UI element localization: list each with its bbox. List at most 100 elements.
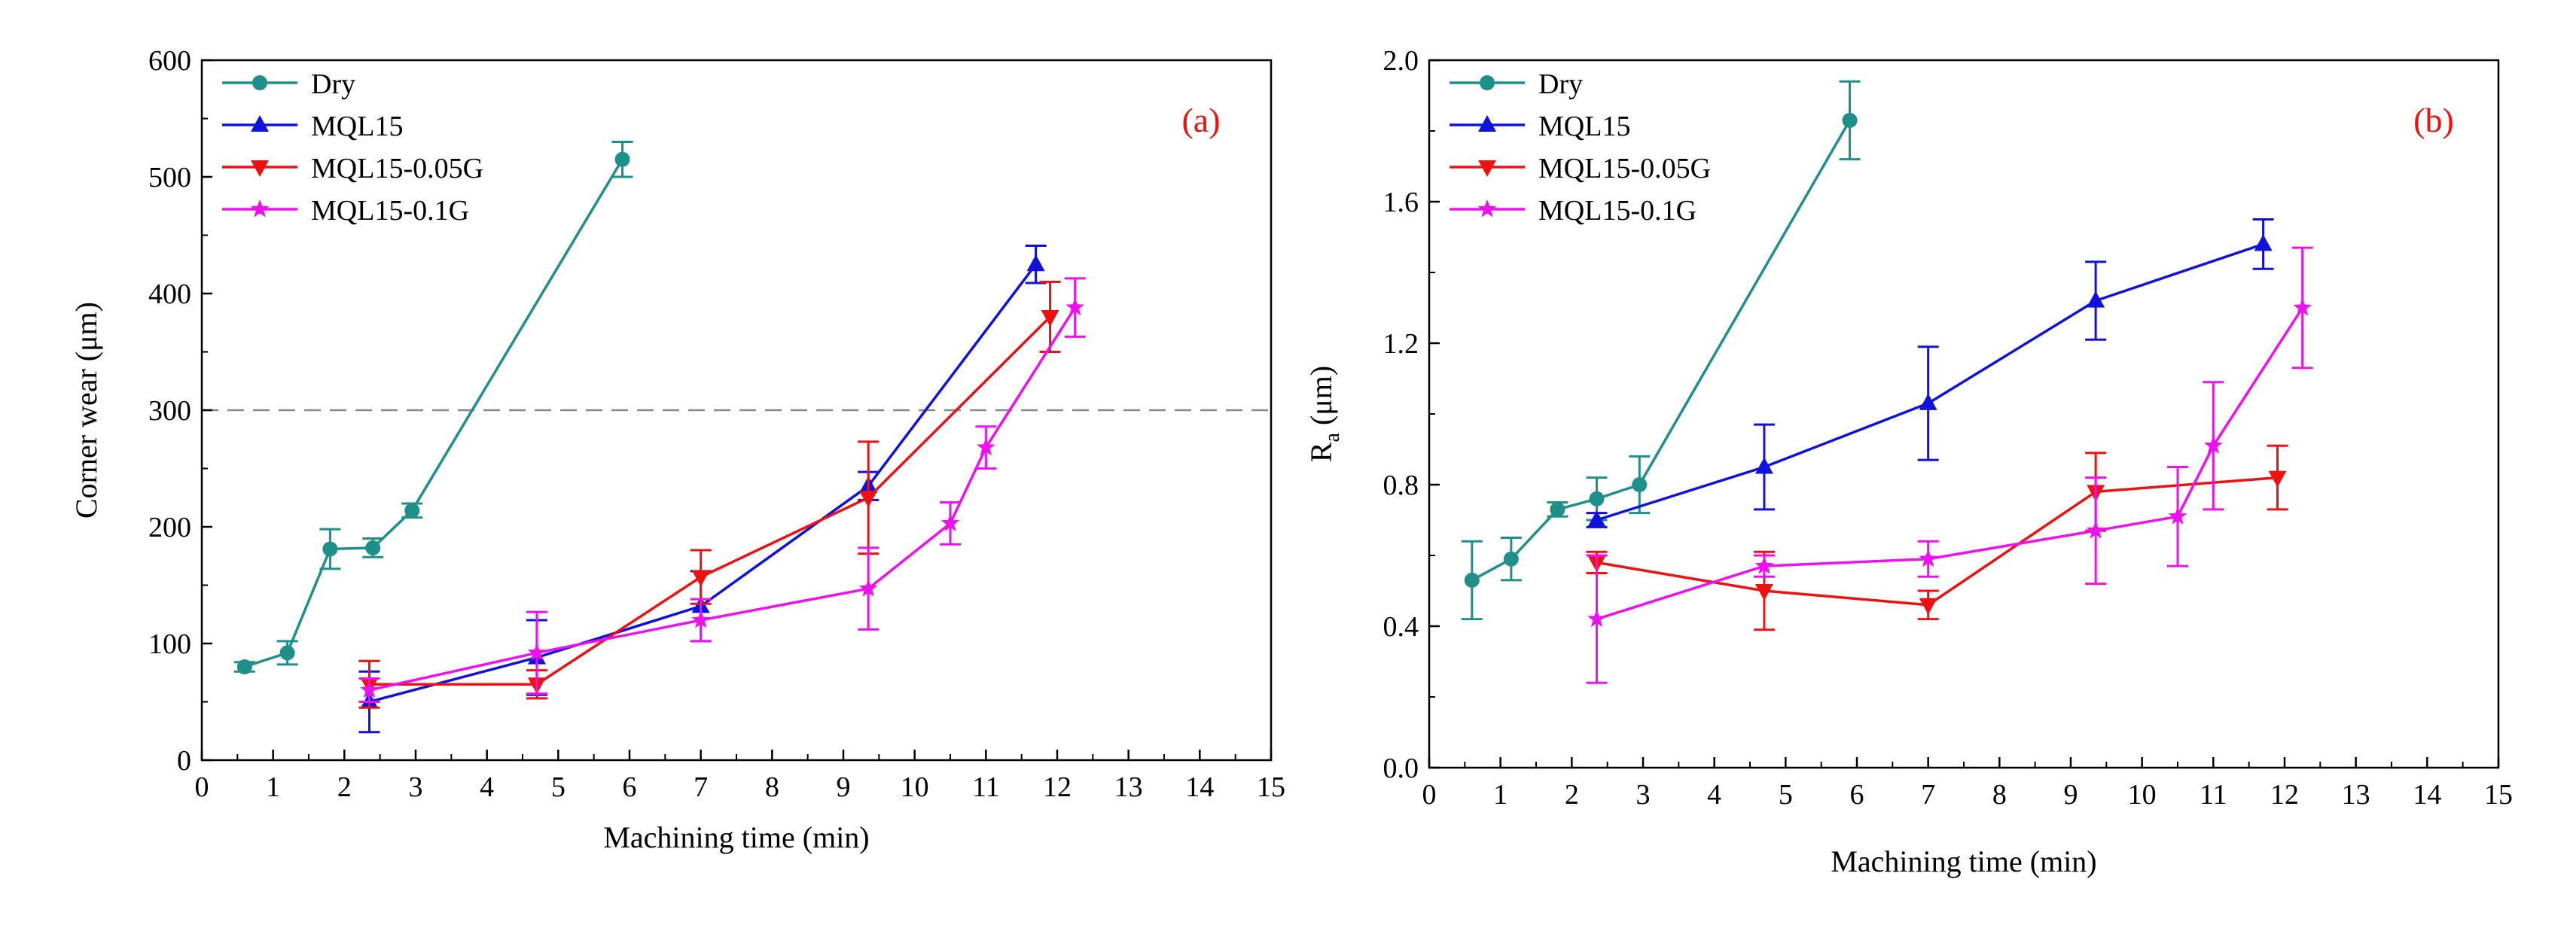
x-tick-label-a: 2 xyxy=(337,771,352,803)
data-point-mql15-0-1g xyxy=(2293,298,2312,316)
panel-a: 0 1 2 3 4 5 6 7 8 9 10 11 12 13 14 15010020030040050060… xyxy=(69,45,1285,854)
data-point-mql15-0-1g xyxy=(691,610,710,628)
data-point-mql15 xyxy=(1919,393,1937,410)
x-tick-label-b: 9 xyxy=(2064,779,2078,811)
y-axis-label-a: Corner wear (μm) xyxy=(69,302,103,519)
legend-marker-mql15-0-05g xyxy=(1478,160,1496,177)
data-point-dry xyxy=(1550,501,1565,517)
legend-a: Dry MQL15 MQL15-0.05G MQL15-0.1G xyxy=(222,68,483,227)
y-axis-label-b-main: R xyxy=(1304,442,1338,462)
data-point-mql15-0-1g xyxy=(977,437,995,456)
y-tick-label-b: 0.0 xyxy=(1383,753,1419,784)
legend-marker-mql15 xyxy=(251,115,269,132)
y-axis-label-b: Ra (μm) xyxy=(1304,366,1344,462)
legend-label-mql15-0-1g: MQL15-0.1G xyxy=(311,195,469,227)
data-point-dry xyxy=(614,151,630,167)
data-point-dry xyxy=(236,659,252,674)
x-tick-label-b: 3 xyxy=(1636,779,1651,811)
x-tick-label-a: 9 xyxy=(837,771,851,803)
x-tick-label-a: 6 xyxy=(623,771,637,803)
x-tick-label-b: 0 xyxy=(1422,779,1437,811)
data-point-dry xyxy=(1842,112,1858,128)
legend-marker-mql15-0-1g xyxy=(1477,199,1497,218)
series-mql15-0-05g xyxy=(358,281,1061,709)
series-line-mql15 xyxy=(369,263,1037,704)
series-mql15 xyxy=(1586,218,2274,528)
legend-label-mql15: MQL15 xyxy=(1538,111,1630,142)
x-tick-label-b: 1 xyxy=(1493,779,1507,811)
x-tick-label-b: 6 xyxy=(1850,779,1864,811)
data-point-mql15-0-1g xyxy=(1587,609,1606,628)
data-point-mql15-0-1g xyxy=(1919,549,1937,567)
y-tick-label-a: 500 xyxy=(148,162,191,193)
data-point-mql15 xyxy=(1026,254,1045,272)
series-dry xyxy=(233,141,633,674)
series-line-mql15-0-1g xyxy=(1596,307,2304,621)
x-tick-label-a: 11 xyxy=(972,771,1000,803)
data-point-dry xyxy=(404,503,420,519)
data-point-dry xyxy=(322,541,338,557)
data-point-mql15-0-1g xyxy=(858,579,878,597)
x-axis-label-b: Machining time (min) xyxy=(1831,844,2096,878)
y-tick-label-b: 2.0 xyxy=(1383,45,1419,77)
x-tick-label-b: 11 xyxy=(2200,779,2227,811)
y-tick-label-a: 400 xyxy=(148,278,191,310)
series-line-dry xyxy=(244,158,624,668)
data-point-mql15-0-1g xyxy=(940,513,960,531)
data-point-mql15 xyxy=(2254,234,2273,251)
data-point-mql15-0-05g xyxy=(691,570,710,587)
series-mql15-0-1g xyxy=(1586,246,2313,684)
legend-label-dry: Dry xyxy=(311,68,355,100)
legend-marker-mql15-0-1g xyxy=(250,199,270,218)
data-point-mql15-0-1g xyxy=(2168,507,2187,525)
x-tick-label-a: 5 xyxy=(551,771,566,803)
data-point-mql15-0-1g xyxy=(2204,436,2223,454)
legend-marker-dry xyxy=(1480,75,1495,90)
y-tick-label-b: 0.8 xyxy=(1383,470,1419,501)
legend-marker-mql15 xyxy=(1478,115,1496,132)
data-point-dry xyxy=(365,540,381,555)
data-point-dry xyxy=(1503,551,1519,567)
legend-b: Dry MQL15 MQL15-0.05G MQL15-0.1G xyxy=(1450,68,1711,227)
x-tick-label-b: 4 xyxy=(1707,779,1721,811)
y-tick-label-b: 1.2 xyxy=(1383,328,1419,360)
y-axis-label-b-subscript: a xyxy=(1321,432,1344,442)
x-tick-label-b: 14 xyxy=(2413,779,2441,811)
data-point-dry xyxy=(1464,572,1480,588)
data-point-mql15-0-1g xyxy=(360,680,379,698)
data-point-mql15 xyxy=(2087,291,2105,308)
x-tick-label-b: 2 xyxy=(1565,779,1579,811)
panel-label-b: (b) xyxy=(2413,101,2454,139)
x-tick-label-a: 7 xyxy=(694,771,708,803)
series-dry xyxy=(1461,80,1861,621)
x-tick-label-b: 12 xyxy=(2270,779,2299,811)
data-point-mql15-0-1g xyxy=(527,643,547,661)
legend-label-mql15-0-05g: MQL15-0.05G xyxy=(1538,153,1711,184)
x-tick-label-b: 13 xyxy=(2342,779,2370,811)
panel-label-a: (a) xyxy=(1181,101,1220,139)
data-point-mql15-0-1g xyxy=(1754,556,1774,574)
x-tick-label-a: 10 xyxy=(901,771,929,803)
legend-label-mql15-0-1g: MQL15-0.1G xyxy=(1538,195,1697,227)
legend-marker-mql15-0-05g xyxy=(251,160,269,177)
x-tick-label-a: 4 xyxy=(480,771,494,803)
series-mql15-0-05g xyxy=(1586,444,2288,631)
y-axis-label-b-suffix: (μm) xyxy=(1304,366,1338,433)
y-tick-label-b: 0.4 xyxy=(1383,611,1419,643)
legend-label-mql15-0-05g: MQL15-0.05G xyxy=(311,153,483,184)
legend-marker-dry xyxy=(252,75,267,90)
series-mql15 xyxy=(358,244,1047,734)
x-tick-label-a: 8 xyxy=(765,771,779,803)
data-point-mql15-0-1g xyxy=(1065,297,1084,316)
data-point-mql15-0-05g xyxy=(1919,598,1937,615)
x-axis-label-a: Machining time (min) xyxy=(603,820,869,854)
y-tick-label-b: 1.6 xyxy=(1383,187,1419,218)
data-point-mql15-0-05g xyxy=(859,491,878,508)
legend-label-mql15: MQL15 xyxy=(311,111,403,142)
x-tick-label-b: 7 xyxy=(1921,779,1935,811)
x-tick-label-a: 14 xyxy=(1185,771,1214,803)
x-tick-label-b: 10 xyxy=(2128,779,2157,811)
data-point-mql15-0-1g xyxy=(2086,521,2105,539)
y-tick-label-a: 100 xyxy=(148,628,191,660)
